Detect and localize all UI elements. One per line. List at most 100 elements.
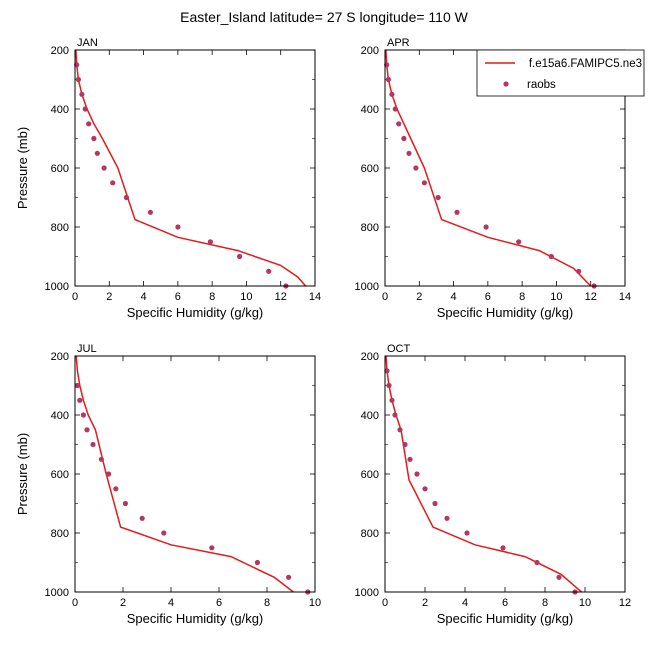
jul-model-line — [75, 356, 294, 592]
oct-y-tick-label: 200 — [361, 351, 379, 363]
apr-obs-marker — [401, 135, 407, 142]
jan-obs-marker — [110, 180, 116, 186]
oct-x-axis-label: Specific Humidity (g/kg) — [437, 611, 574, 626]
jul-obs-marker — [161, 530, 167, 536]
jan-x-tick-label: 14 — [309, 291, 321, 303]
jan-obs-marker — [123, 194, 129, 201]
jul-obs-marker — [113, 486, 119, 492]
oct-obs-marker — [389, 397, 395, 403]
oct-panel-label: OCT — [387, 343, 411, 355]
jan-y-tick-label: 600 — [51, 163, 69, 175]
panel-oct: 0 2 4 6 8 10 12 200 400 600 800 1000 OCT Specific Hum… — [355, 343, 632, 626]
jan-axes-frame — [74, 49, 316, 287]
oct-x-tick-label: 10 — [579, 597, 591, 609]
jan-obs-marker — [207, 239, 213, 245]
apr-obs-marker — [516, 239, 522, 245]
oct-x-tick-label: 12 — [619, 597, 631, 609]
apr-obs-marker — [389, 91, 395, 97]
oct-obs-marker — [402, 441, 408, 448]
jul-x-tick-label: 8 — [264, 597, 270, 609]
apr-x-tick-label: 4 — [451, 291, 457, 303]
jan-y-tick-label: 200 — [51, 45, 69, 57]
jul-x-tick-label: 10 — [309, 597, 321, 609]
apr-obs-marker — [454, 209, 460, 215]
oct-obs-marker — [534, 559, 540, 566]
apr-y-tick-label: 600 — [361, 163, 379, 175]
oct-obs-marker — [397, 427, 403, 433]
jul-x-tick-label: 4 — [168, 597, 174, 609]
apr-obs-marker — [435, 194, 441, 201]
apr-panel-label: APR — [387, 37, 410, 49]
jul-obs-marker — [77, 397, 83, 403]
apr-x-axis-label: Specific Humidity (g/kg) — [437, 305, 574, 320]
jul-y-tick-label: 1000 — [45, 587, 69, 599]
apr-y-tick-label: 1000 — [355, 281, 379, 293]
oct-y-tick-label: 400 — [361, 410, 379, 422]
jan-x-tick-label: 0 — [72, 291, 78, 303]
jan-x-tick-label: 8 — [209, 291, 215, 303]
oct-x-tick-label: 8 — [542, 597, 548, 609]
apr-y-tick-label: 400 — [361, 104, 379, 116]
jul-obs-marker — [84, 427, 90, 433]
apr-obs-marker — [548, 253, 554, 260]
apr-obs-marker — [392, 106, 398, 112]
jan-x-tick-label: 12 — [275, 291, 287, 303]
jul-x-tick-label: 0 — [72, 597, 78, 609]
oct-obs-marker — [444, 515, 450, 521]
jul-y-tick-label: 800 — [51, 528, 69, 540]
oct-obs-marker — [422, 486, 428, 492]
oct-obs-marker — [407, 456, 413, 462]
jul-obs-marker — [74, 382, 80, 389]
jan-obs-marker — [75, 76, 81, 83]
jul-y-axis-label: Pressure (mb) — [15, 433, 30, 515]
jul-obs-marker — [254, 559, 260, 566]
oct-y-tick-label: 600 — [361, 469, 379, 481]
apr-x-tick-label: 10 — [550, 291, 562, 303]
jan-y-axis-label: Pressure (mb) — [15, 127, 30, 209]
jul-axes-frame — [74, 355, 316, 593]
jan-x-axis-label: Specific Humidity (g/kg) — [127, 305, 264, 320]
oct-x-tick-label: 2 — [422, 597, 428, 609]
apr-x-tick-label: 0 — [382, 291, 388, 303]
jul-obs-marker — [90, 441, 96, 448]
oct-obs-marker — [414, 471, 420, 477]
apr-x-tick-label: 14 — [619, 291, 631, 303]
apr-obs-marker — [396, 121, 402, 127]
jan-y-tick-label: 1000 — [45, 281, 69, 293]
oct-obs-marker — [384, 368, 390, 374]
figure-title: Easter_Island latitude= 27 S longitude= … — [180, 9, 468, 25]
apr-obs-marker — [483, 224, 489, 230]
jul-panel-label: JUL — [77, 343, 97, 355]
jan-x-tick-label: 4 — [141, 291, 147, 303]
oct-obs-marker — [556, 574, 562, 580]
jan-panel-label: JAN — [77, 37, 98, 49]
jul-obs-marker — [98, 456, 104, 462]
legend-model-label: f.e15a6.FAMIPC5.ne3 — [529, 58, 642, 70]
jan-obs-marker — [82, 106, 88, 112]
jan-obs-marker — [237, 253, 243, 260]
apr-y-tick-label: 200 — [361, 45, 379, 57]
oct-obs-marker — [392, 412, 398, 418]
jul-y-tick-label: 600 — [51, 469, 69, 481]
jul-y-tick-label: 200 — [51, 351, 69, 363]
jan-obs-marker — [91, 135, 97, 142]
oct-y-tick-label: 1000 — [355, 587, 379, 599]
oct-x-tick-label: 4 — [462, 597, 468, 609]
panel-jan: 0 2 4 6 8 10 12 14 200 400 600 800 1000 JAN Specific H… — [15, 37, 321, 320]
jul-obs-marker — [209, 545, 215, 551]
jul-obs-marker — [122, 500, 128, 507]
jan-x-tick-label: 2 — [106, 291, 112, 303]
oct-obs-marker — [432, 500, 438, 507]
jan-y-tick-label: 800 — [51, 222, 69, 234]
jan-x-tick-label: 6 — [175, 291, 181, 303]
apr-obs-marker — [421, 180, 427, 186]
jul-obs-marker — [286, 574, 292, 580]
panel-apr: 0 2 4 6 8 10 12 14 200 400 600 800 1000 APR Specific H… — [355, 37, 632, 320]
panel-jul: 0 2 4 6 8 10 200 400 600 800 1000 JUL Specific Humid… — [15, 343, 321, 626]
apr-x-tick-label: 6 — [485, 291, 491, 303]
legend-obs-label: raobs — [527, 79, 556, 91]
jan-obs-marker — [266, 268, 272, 274]
apr-y-tick-label: 800 — [361, 222, 379, 234]
